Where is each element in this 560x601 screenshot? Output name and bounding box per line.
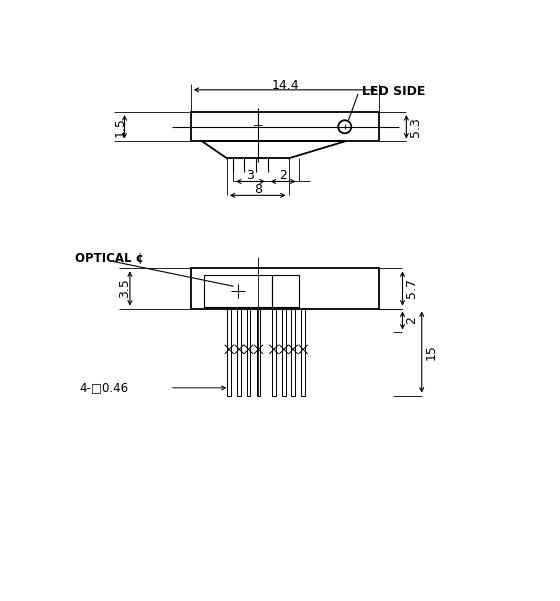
Bar <box>272 275 298 307</box>
Text: 2: 2 <box>405 317 418 325</box>
Bar <box>227 308 231 395</box>
Bar <box>204 275 272 307</box>
Bar <box>282 308 286 395</box>
Bar <box>256 308 260 395</box>
Text: 3.5: 3.5 <box>118 278 131 299</box>
Text: 5.7: 5.7 <box>405 278 418 299</box>
Text: LED SIDE: LED SIDE <box>362 85 426 98</box>
Bar <box>191 112 380 141</box>
Bar <box>246 308 250 395</box>
Text: 2: 2 <box>279 169 287 182</box>
Text: 3: 3 <box>246 169 254 182</box>
Text: 14.4: 14.4 <box>271 79 299 92</box>
Text: 15: 15 <box>424 344 437 360</box>
Text: OPTICAL ¢: OPTICAL ¢ <box>75 252 144 265</box>
Text: 1.5: 1.5 <box>114 117 127 137</box>
Text: 4-□0.46: 4-□0.46 <box>79 381 128 394</box>
Text: 5.3: 5.3 <box>409 117 422 137</box>
Bar <box>291 308 295 395</box>
Bar <box>237 308 241 395</box>
Bar <box>301 308 305 395</box>
Bar <box>272 308 276 395</box>
Bar <box>191 269 380 308</box>
Text: 8: 8 <box>254 183 262 196</box>
